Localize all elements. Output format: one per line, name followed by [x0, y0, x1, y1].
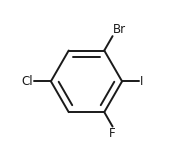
Text: Br: Br [113, 22, 126, 36]
Text: F: F [109, 128, 116, 140]
Text: I: I [140, 75, 143, 88]
Text: Cl: Cl [22, 75, 33, 88]
